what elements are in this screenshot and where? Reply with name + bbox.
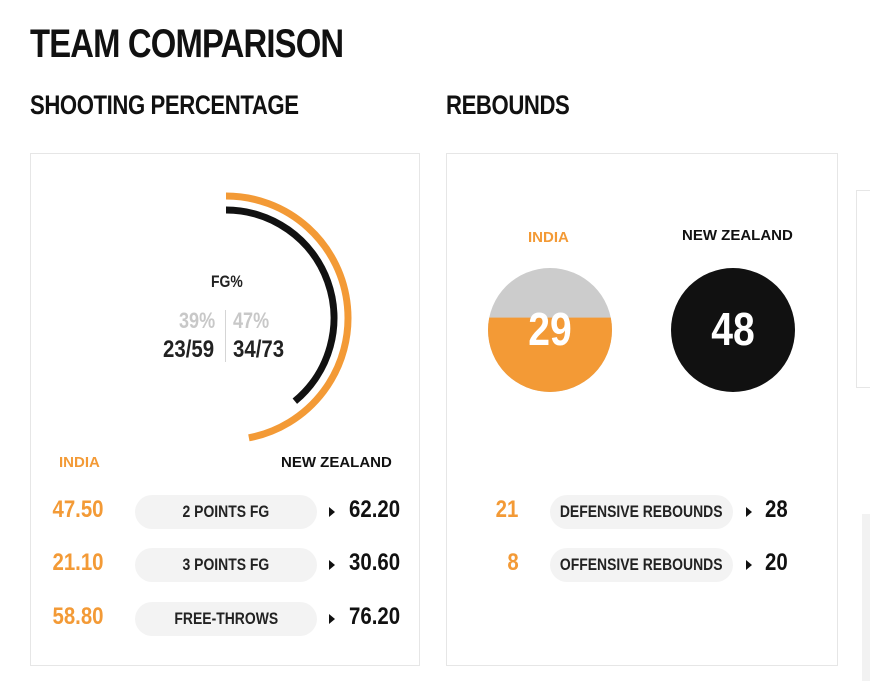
stat-away-value: 28 [765,496,788,523]
arrow-right-icon [329,507,335,517]
fg-away-pct: 47% [233,308,270,333]
stat-home-value: 21.10 [52,549,104,576]
shooting-away-team: NEW ZEALAND [281,454,392,471]
arrow-right-icon [329,614,335,624]
stat-home-value: 21 [495,496,519,523]
stat-label-pill: 2 POINTS FG [135,495,317,529]
stat-label-pill: OFFENSIVE REBOUNDS [550,548,733,582]
stat-row-3pt: 21.10 3 POINTS FG 30.60 [31,545,421,585]
shooting-section-title: SHOOTING PERCENTAGE [30,90,299,120]
rebounds-home-total: 29 [528,303,572,355]
rebounds-card: INDIA NEW ZEALAND 29 48 21 DEFENSIVE REB… [446,153,838,666]
adjacent-card-edge [856,190,870,388]
stat-away-value: 62.20 [349,496,401,523]
stat-home-value: 47.50 [52,496,104,523]
stat-home-value: 8 [507,549,519,576]
shooting-home-team: INDIA [59,454,100,471]
fg-home-made: 23/59 [163,336,215,363]
stat-away-value: 30.60 [349,549,401,576]
rebounds-home-team: INDIA [528,229,569,246]
fg-separator [225,310,226,362]
stat-away-value: 20 [765,549,788,576]
fg-label: FG% [211,272,243,291]
stat-away-value: 76.20 [349,603,401,630]
arrow-right-icon [746,507,752,517]
page-title: TEAM COMPARISON [30,22,344,66]
rebounds-circles [488,268,795,392]
arrow-right-icon [329,560,335,570]
fg-home-pct: 39% [179,308,216,333]
stat-label-pill: FREE-THROWS [135,602,317,636]
fg-arc-india [225,206,338,404]
adjacent-card-edge-lower [862,514,870,681]
stat-row-ft: 58.80 FREE-THROWS 76.20 [31,599,421,639]
shooting-card: FG% 39% 47% 23/59 34/73 INDIA NEW ZEALAN… [30,153,420,666]
stat-row-offensive: 8 OFFENSIVE REBOUNDS 20 [447,545,837,585]
stat-home-value: 58.80 [52,603,104,630]
rebounds-away-team: NEW ZEALAND [682,227,793,244]
fg-arc-new-zealand [225,192,352,442]
fg-arc-chart [225,192,352,442]
stat-row-2pt: 47.50 2 POINTS FG 62.20 [31,492,421,532]
stat-row-defensive: 21 DEFENSIVE REBOUNDS 28 [447,492,837,532]
arrow-right-icon [746,560,752,570]
fg-away-made: 34/73 [233,336,285,363]
rebounds-section-title: REBOUNDS [446,90,570,120]
stat-label-pill: 3 POINTS FG [135,548,317,582]
rebounds-away-circle [671,268,795,392]
stat-label-pill: DEFENSIVE REBOUNDS [550,495,733,529]
rebounds-away-total: 48 [711,303,755,355]
